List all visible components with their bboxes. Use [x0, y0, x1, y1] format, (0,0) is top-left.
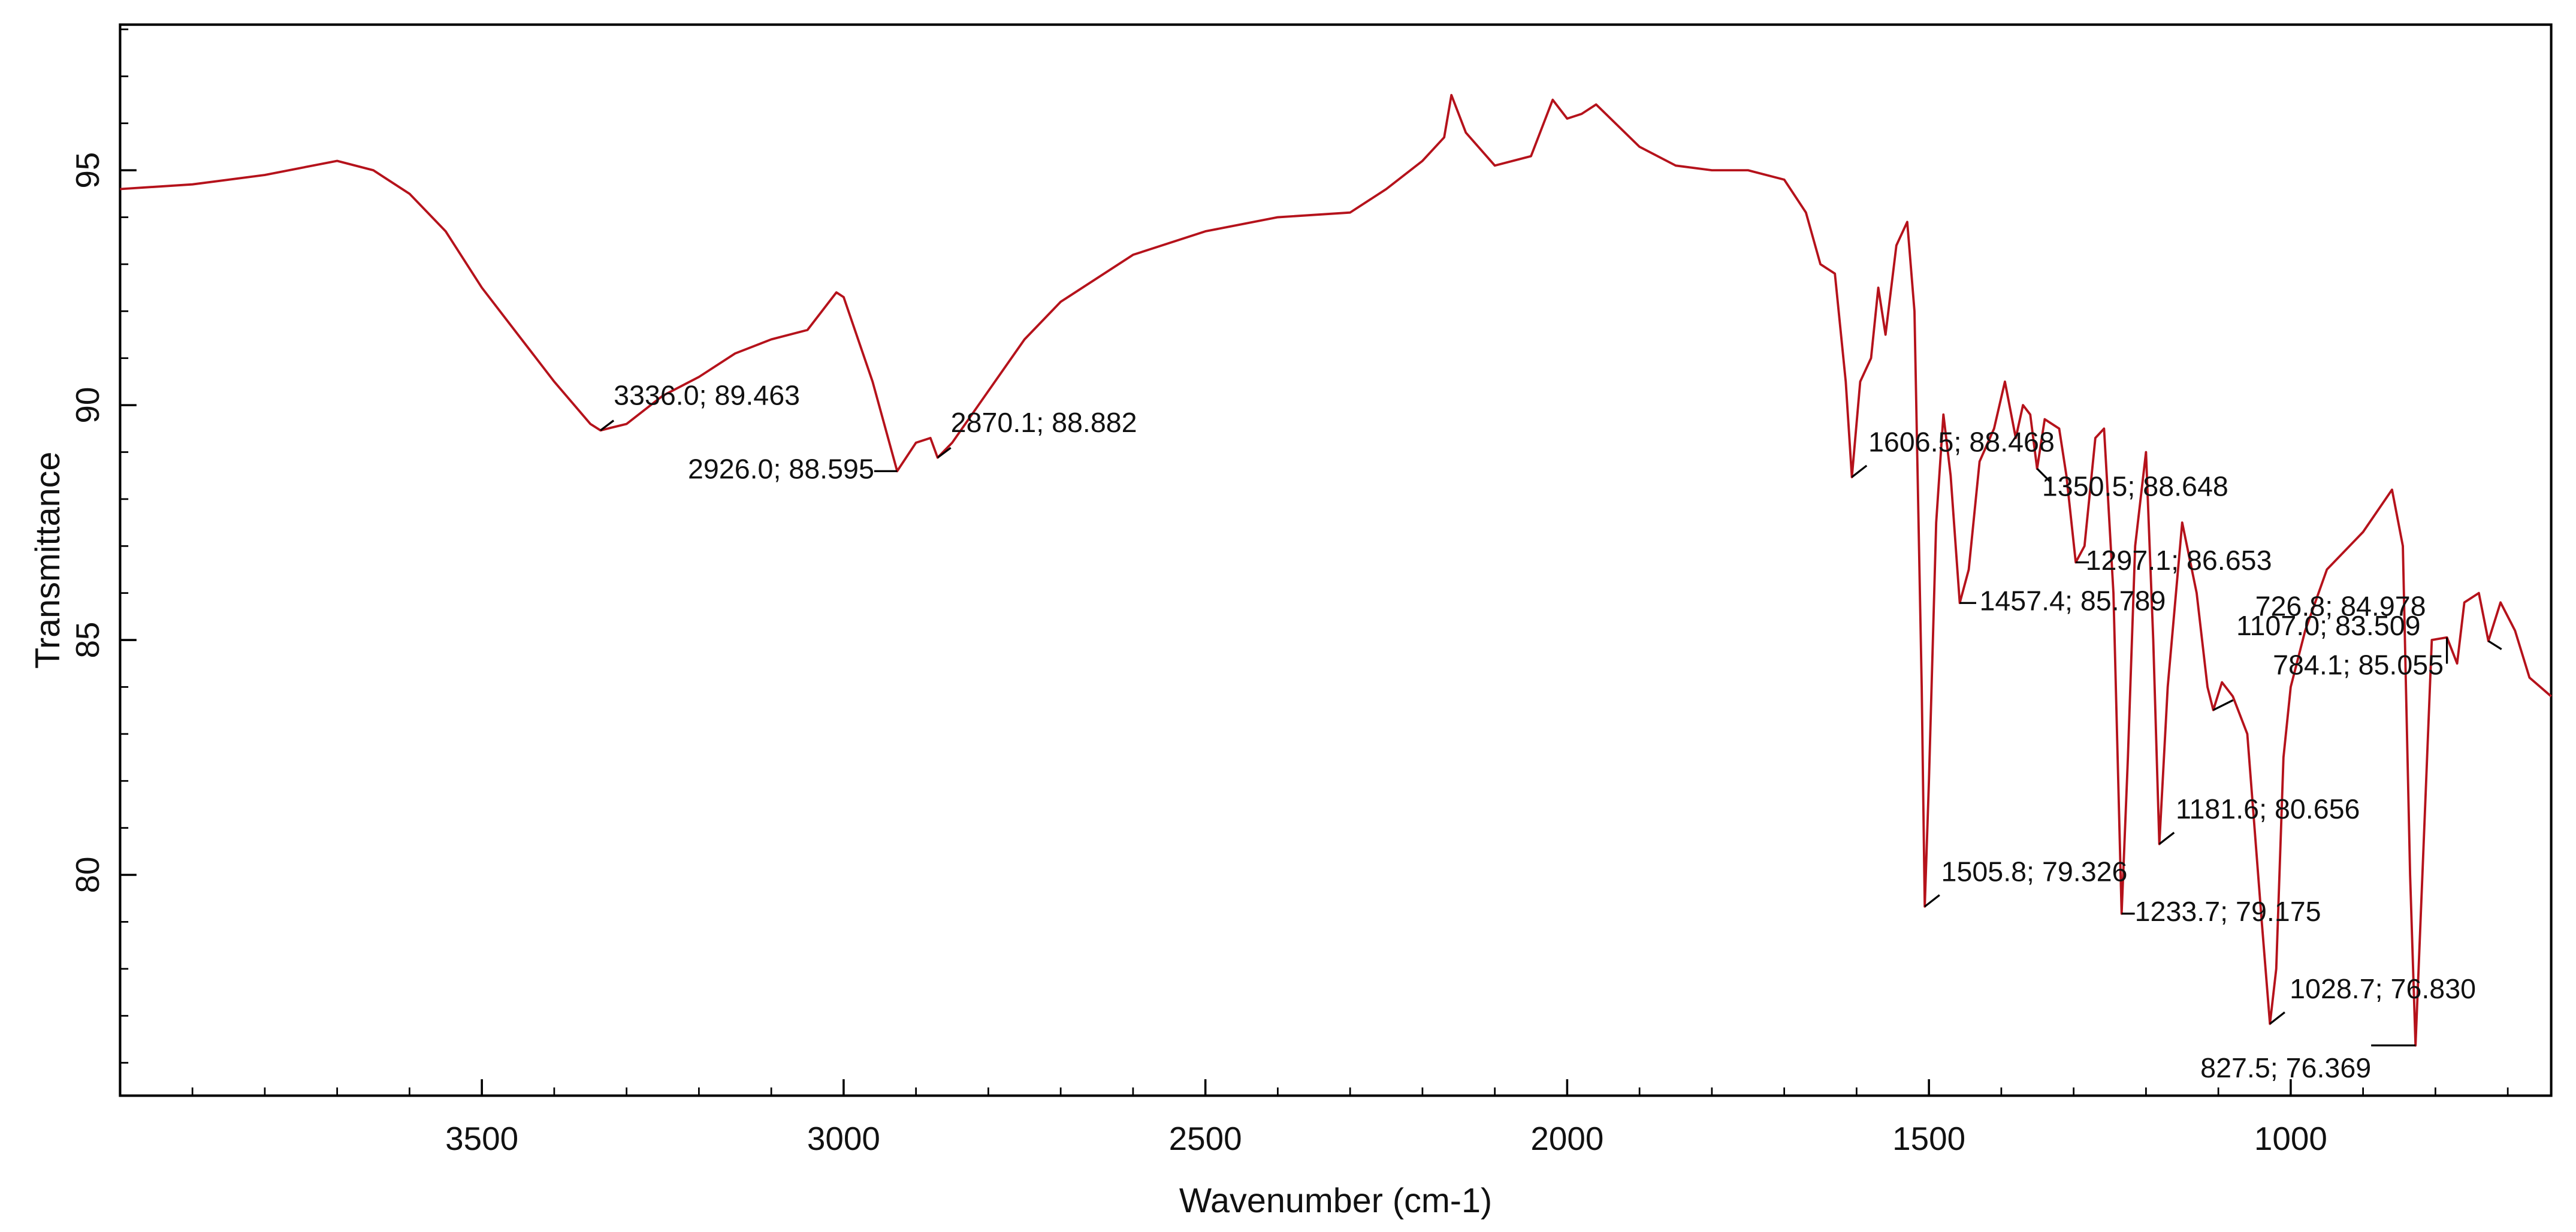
x-tick-label: 1000 [2254, 1120, 2327, 1157]
x-tick-label: 2000 [1530, 1120, 1603, 1157]
annotation-leader [1851, 464, 1868, 478]
annotation-label: 1606.5; 88.468 [1868, 427, 2055, 458]
annotation-leader [2212, 699, 2234, 711]
y-tick-label: 80 [69, 857, 106, 893]
annotation-label: 1107.0; 83.509 [2236, 610, 2420, 641]
x-tick-label: 3000 [807, 1120, 880, 1157]
annotation-leader [2269, 1011, 2285, 1025]
y-tick-label: 90 [69, 387, 106, 424]
annotation-label: 2870.1; 88.882 [951, 407, 1137, 438]
plot-frame [119, 23, 2553, 1097]
y-tick-label: 85 [69, 622, 106, 659]
annotation-label: 726.8; 84.978 [2255, 590, 2426, 621]
annotation-label: 2926.0; 88.595 [688, 454, 874, 485]
annotation-label: 1457.4; 85.789 [1979, 585, 2166, 617]
annotation-label: 1233.7; 79.175 [2135, 896, 2321, 927]
annotation-leader [2158, 832, 2175, 845]
spectrum-line [120, 93, 2552, 1047]
annotation-label: 1181.6; 80.656 [2176, 793, 2360, 825]
x-tick-label: 3500 [445, 1120, 518, 1157]
annotation-leader [937, 446, 952, 459]
annotation-leader [2036, 467, 2051, 483]
annotation-leader [600, 419, 615, 431]
x-tick-label: 2500 [1169, 1120, 1242, 1157]
annotation-label: 1505.8; 79.326 [1941, 856, 2128, 887]
y-tick-label: 95 [69, 152, 106, 189]
annotation-label: 1028.7; 76.830 [2290, 973, 2476, 1004]
annotation-label: 1297.1; 86.653 [2086, 545, 2272, 576]
x-axis-label: Wavenumber (cm-1) [1179, 1182, 1492, 1220]
annotation-leader [1924, 894, 1940, 908]
annotation-label: 3336.0; 89.463 [614, 380, 800, 411]
annotation-label: 784.1; 85.055 [2273, 649, 2444, 680]
annotation-label: 1350.5; 88.648 [2042, 470, 2228, 502]
y-axis-label: Transmittance [29, 452, 67, 669]
annotation-label: 827.5; 76.369 [2200, 1052, 2371, 1083]
annotation-leader [2487, 640, 2502, 650]
x-tick-label: 1500 [1892, 1120, 1965, 1157]
